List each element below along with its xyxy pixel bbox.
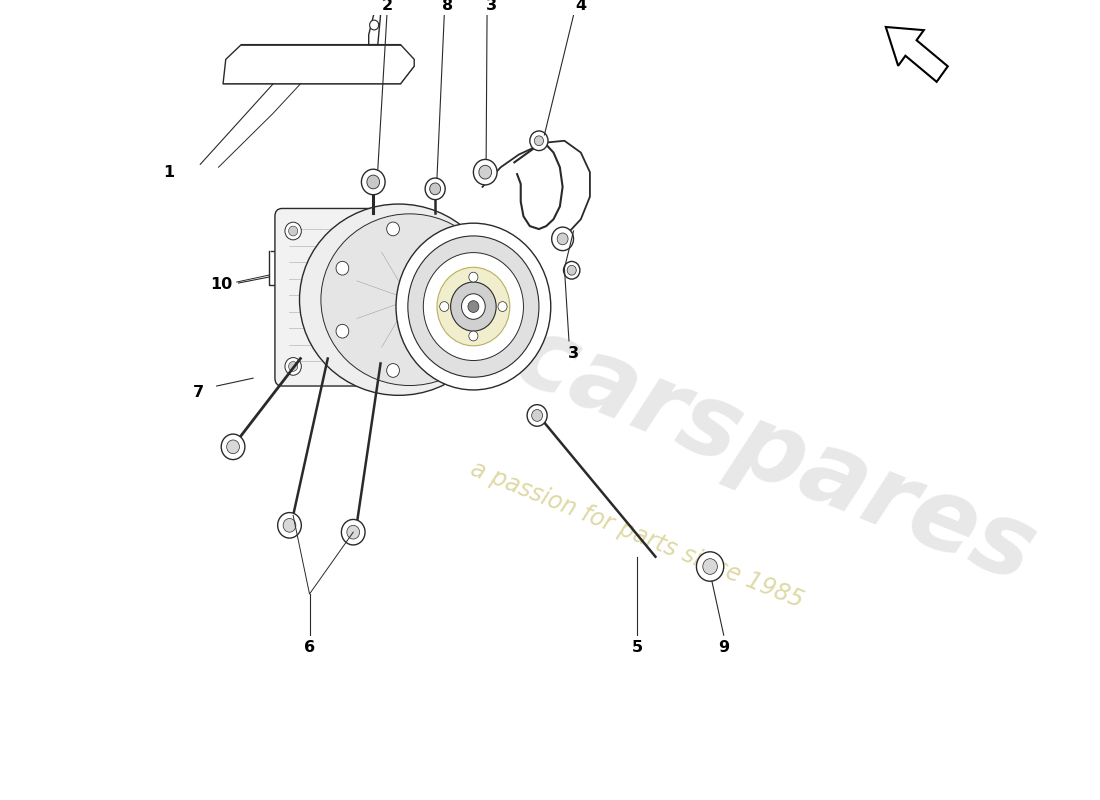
FancyBboxPatch shape (275, 209, 397, 386)
Circle shape (396, 223, 551, 390)
Circle shape (362, 170, 385, 194)
Circle shape (221, 434, 245, 459)
Circle shape (462, 294, 485, 319)
Circle shape (341, 519, 365, 545)
Circle shape (552, 227, 573, 250)
Circle shape (376, 362, 385, 371)
Circle shape (288, 362, 298, 371)
Circle shape (372, 222, 388, 240)
Circle shape (336, 262, 349, 275)
Circle shape (370, 20, 378, 30)
Circle shape (696, 552, 724, 582)
Text: 9: 9 (718, 641, 729, 655)
Circle shape (346, 526, 360, 539)
Circle shape (285, 358, 301, 375)
Circle shape (440, 302, 449, 311)
Text: 4: 4 (575, 0, 586, 13)
Circle shape (451, 282, 496, 331)
Circle shape (285, 222, 301, 240)
Text: 5: 5 (631, 641, 642, 655)
Circle shape (468, 301, 478, 313)
Circle shape (557, 233, 568, 245)
Text: 3: 3 (568, 346, 579, 361)
Circle shape (372, 358, 388, 375)
Ellipse shape (299, 204, 498, 395)
Circle shape (527, 405, 547, 426)
Text: 2: 2 (382, 0, 393, 13)
Circle shape (568, 266, 576, 275)
Circle shape (531, 410, 542, 422)
Circle shape (277, 513, 301, 538)
Polygon shape (223, 45, 415, 84)
Circle shape (478, 166, 492, 179)
Text: 7: 7 (192, 386, 204, 400)
Circle shape (437, 267, 509, 346)
Circle shape (227, 440, 240, 454)
Text: eurocarspares: eurocarspares (263, 211, 1048, 604)
Circle shape (498, 302, 507, 311)
Circle shape (425, 178, 446, 200)
Circle shape (450, 350, 463, 363)
Circle shape (469, 272, 477, 282)
Text: 1: 1 (163, 165, 174, 180)
Circle shape (367, 175, 380, 189)
Circle shape (450, 236, 463, 250)
Polygon shape (268, 250, 298, 285)
Circle shape (408, 236, 539, 377)
Circle shape (535, 136, 543, 146)
Text: a passion for parts since 1985: a passion for parts since 1985 (468, 457, 807, 613)
Circle shape (336, 324, 349, 338)
Circle shape (563, 262, 580, 279)
Text: 6: 6 (304, 641, 315, 655)
FancyArrow shape (886, 27, 948, 82)
Circle shape (477, 293, 491, 306)
Circle shape (469, 331, 477, 341)
Ellipse shape (321, 214, 498, 386)
Circle shape (283, 518, 296, 532)
Text: 8: 8 (442, 0, 453, 13)
Text: 3: 3 (486, 0, 497, 13)
Circle shape (473, 159, 497, 185)
Circle shape (530, 131, 548, 150)
Text: 10: 10 (210, 278, 232, 293)
Circle shape (387, 363, 399, 378)
Circle shape (376, 226, 385, 236)
Circle shape (477, 293, 491, 306)
Circle shape (424, 253, 524, 361)
Circle shape (387, 222, 399, 236)
Circle shape (288, 226, 298, 236)
Circle shape (703, 558, 717, 574)
Circle shape (430, 183, 441, 194)
